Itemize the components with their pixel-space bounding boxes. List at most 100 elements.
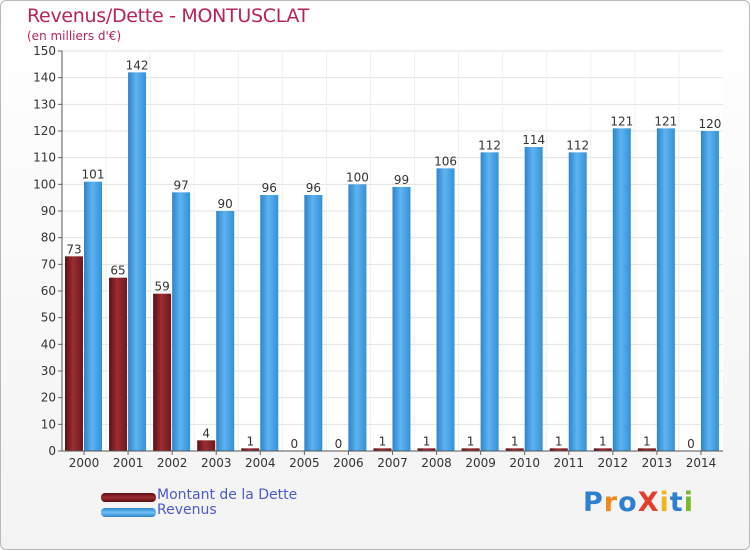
data-label-dette: 1 — [599, 434, 607, 448]
bar-revenus — [304, 195, 323, 451]
bar-dette — [153, 293, 172, 451]
data-label-dette: 4 — [202, 426, 210, 440]
bar-dette — [461, 448, 480, 451]
y-tick-label: 60 — [41, 284, 56, 298]
bar-revenus — [568, 152, 587, 452]
x-tick-label: 2002 — [157, 456, 188, 470]
x-tick-label: 2007 — [377, 456, 408, 470]
bar-revenus — [524, 147, 543, 451]
bar-dette — [637, 448, 656, 451]
bar-dette — [373, 448, 392, 451]
bar-dette — [417, 448, 436, 451]
data-label-dette: 1 — [511, 434, 519, 448]
x-tick-label: 2000 — [69, 456, 100, 470]
logo-letter: o — [618, 487, 638, 518]
data-label-revenus: 96 — [306, 181, 321, 195]
x-tick-label: 2013 — [642, 456, 673, 470]
data-label-revenus: 121 — [654, 114, 677, 128]
bar-revenus — [480, 152, 499, 452]
data-label-dette: 1 — [643, 434, 651, 448]
data-label-revenus: 101 — [82, 168, 105, 182]
bar-dette — [549, 448, 568, 451]
axis-layer: 0102030405060708090100110120130140150200… — [33, 44, 723, 470]
data-label-dette: 0 — [687, 437, 695, 451]
data-label-revenus: 90 — [218, 197, 233, 211]
y-tick-label: 40 — [41, 337, 56, 351]
y-tick-label: 150 — [33, 44, 56, 58]
bar-dette — [593, 448, 612, 451]
bar-dette — [197, 440, 216, 451]
legend-label-revenus: Revenus — [157, 502, 217, 518]
x-tick-label: 2004 — [245, 456, 276, 470]
data-label-revenus: 100 — [346, 170, 369, 184]
data-label-dette: 65 — [110, 264, 125, 278]
logo-letter: r — [603, 487, 619, 518]
data-label-revenus: 96 — [262, 181, 277, 195]
y-tick-label: 10 — [41, 417, 56, 431]
chart-title: Revenus/Dette - MONTUSCLAT — [27, 5, 309, 27]
legend-swatch-dette — [101, 493, 156, 502]
data-label-revenus: 120 — [698, 117, 721, 131]
data-label-dette: 59 — [154, 280, 169, 294]
data-label-dette: 0 — [291, 437, 299, 451]
y-tick-label: 110 — [33, 151, 56, 165]
chart-subtitle: (en milliers d'€) — [27, 29, 122, 43]
x-tick-label: 2012 — [598, 456, 629, 470]
y-tick-label: 100 — [33, 177, 56, 191]
logo-letter: i — [659, 487, 670, 518]
data-label-dette: 1 — [555, 434, 563, 448]
x-tick-label: 2003 — [201, 456, 232, 470]
data-label-revenus: 112 — [478, 138, 501, 152]
data-label-dette: 1 — [379, 434, 387, 448]
data-label-dette: 0 — [335, 437, 343, 451]
y-tick-label: 30 — [41, 364, 56, 378]
logo-letter: i — [683, 487, 694, 518]
bar-revenus — [172, 192, 191, 452]
y-tick-label: 130 — [33, 97, 56, 111]
x-tick-label: 2010 — [509, 456, 540, 470]
x-tick-label: 2011 — [553, 456, 584, 470]
logo-letter: P — [583, 487, 604, 518]
data-label-dette: 73 — [66, 242, 81, 256]
bar-revenus — [612, 128, 631, 451]
proxiti-logo: ProXiti — [583, 487, 694, 518]
bar-revenus — [84, 181, 102, 451]
bar-revenus — [700, 131, 719, 451]
x-tick-label: 2009 — [465, 456, 496, 470]
x-tick-label: 2006 — [333, 456, 364, 470]
y-tick-label: 50 — [41, 311, 56, 325]
y-tick-label: 0 — [48, 444, 56, 458]
x-tick-label: 2005 — [289, 456, 320, 470]
data-label-revenus: 106 — [434, 154, 457, 168]
bar-layer — [65, 72, 719, 452]
bar-dette — [109, 277, 128, 451]
legend-label-dette: Montant de la Dette — [157, 487, 298, 503]
logo-letter: X — [637, 487, 660, 518]
data-label-dette: 1 — [246, 434, 254, 448]
data-label-revenus: 99 — [394, 173, 409, 187]
data-label-dette: 1 — [467, 434, 475, 448]
bar-revenus — [128, 72, 147, 451]
bar-revenus — [436, 168, 455, 452]
data-label-dette: 1 — [423, 434, 431, 448]
bar-revenus — [656, 128, 675, 451]
data-label-revenus: 114 — [522, 133, 545, 147]
legend-swatch-revenus — [101, 508, 156, 517]
data-label-revenus: 142 — [126, 58, 149, 72]
bar-revenus — [260, 195, 279, 451]
label-layer: 7310165142599749019609601001991106111211… — [66, 58, 721, 451]
y-tick-label: 140 — [33, 71, 56, 85]
bar-revenus — [348, 184, 367, 452]
x-tick-label: 2014 — [686, 456, 717, 470]
y-tick-label: 120 — [33, 124, 56, 138]
bar-dette — [505, 448, 524, 451]
data-label-revenus: 112 — [566, 138, 589, 152]
bar-revenus — [392, 187, 411, 451]
logo-letter: t — [669, 487, 684, 518]
y-tick-label: 70 — [41, 257, 56, 271]
y-tick-label: 80 — [41, 231, 56, 245]
x-tick-label: 2008 — [421, 456, 452, 470]
x-tick-label: 2001 — [113, 456, 144, 470]
